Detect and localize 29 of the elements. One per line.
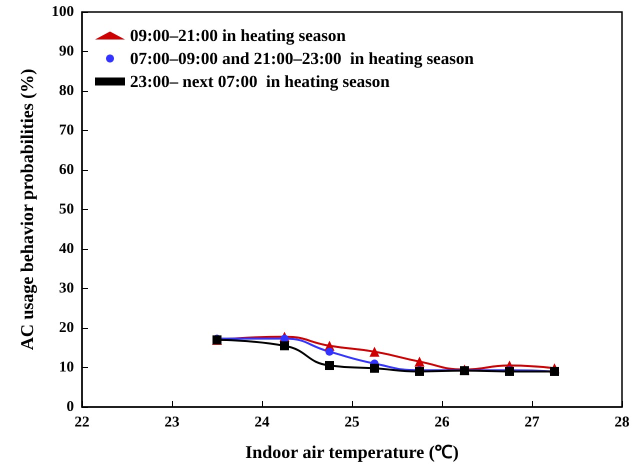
- y-tick-label: 0: [66, 399, 74, 415]
- y-tick-label: 100: [52, 4, 74, 20]
- y-tick-label: 30: [59, 280, 74, 296]
- point: [370, 364, 379, 373]
- point: [370, 346, 380, 357]
- y-tick-label: 70: [59, 122, 74, 138]
- x-tick-label: 22: [74, 414, 90, 430]
- x-tick-label: 26: [434, 414, 450, 430]
- y-tick-label: 60: [59, 162, 74, 178]
- x-axis-title: Indoor air temperature (℃): [245, 442, 459, 462]
- point: [280, 341, 289, 350]
- y-tick-label: 80: [59, 83, 74, 99]
- x-tick-label: 23: [164, 414, 180, 430]
- y-tick-label: 90: [59, 44, 74, 60]
- x-tick-label: 27: [524, 414, 540, 430]
- y-tick-label: 20: [59, 320, 74, 336]
- y-tick-label: 10: [59, 360, 74, 376]
- point: [326, 348, 334, 356]
- y-tick-label: 40: [59, 241, 74, 257]
- x-tick-label: 24: [254, 414, 270, 430]
- y-tick-label: 50: [59, 202, 74, 218]
- x-tick-label: 25: [344, 414, 360, 430]
- point: [325, 361, 334, 370]
- legend-label: 07:00–09:00 and 21:00–23:00 in heating season: [130, 49, 474, 68]
- x-tick-label: 28: [614, 414, 630, 430]
- legend-label: 23:00– next 07:00 in heating season: [130, 72, 390, 91]
- legend-label: 09:00–21:00 in heating season: [130, 26, 346, 45]
- y-axis-title: AC usage behavior probabilities (%): [17, 68, 37, 350]
- point: [414, 356, 424, 367]
